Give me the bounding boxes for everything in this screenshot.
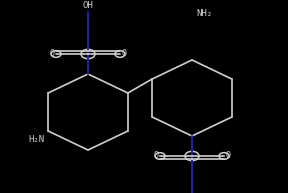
Text: O: O xyxy=(122,49,127,58)
Text: OH: OH xyxy=(83,1,93,10)
Text: O: O xyxy=(226,152,231,161)
Text: NH₂: NH₂ xyxy=(196,8,212,18)
Text: H₂N: H₂N xyxy=(28,135,44,144)
Text: O: O xyxy=(153,152,158,161)
Text: O: O xyxy=(49,49,54,58)
